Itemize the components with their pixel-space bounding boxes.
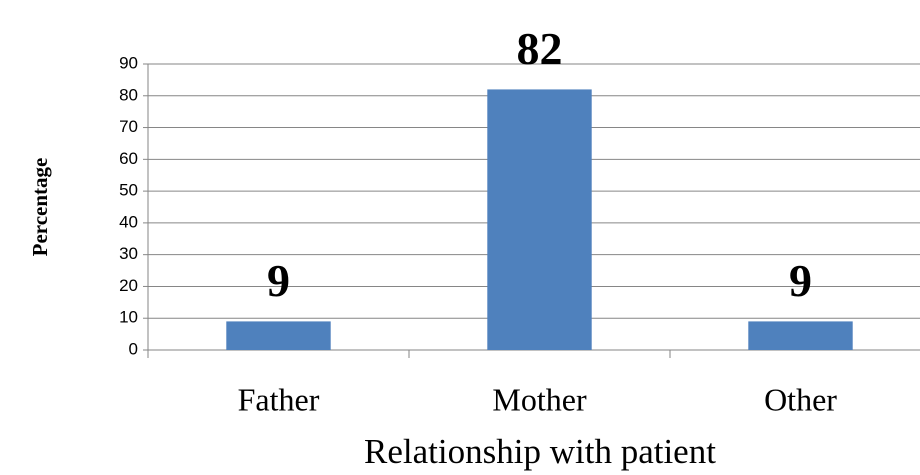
bar <box>487 89 592 350</box>
x-tick-label: Father <box>238 381 320 417</box>
y-tick-label: 90 <box>119 53 138 72</box>
bar <box>226 321 331 350</box>
x-tick-label: Other <box>764 381 837 417</box>
y-tick-label: 20 <box>119 276 138 295</box>
bar <box>748 321 853 350</box>
x-tick-label: Mother <box>492 381 587 417</box>
x-axis-label: Relationship with patient <box>364 432 716 471</box>
y-tick-label: 0 <box>129 339 138 358</box>
data-label: 9 <box>789 255 812 306</box>
y-tick-label: 30 <box>119 244 138 263</box>
y-tick-label: 70 <box>119 117 138 136</box>
y-tick-label: 60 <box>119 149 138 168</box>
y-axis-label: Percentage <box>28 158 52 257</box>
y-tick-label: 50 <box>119 181 138 200</box>
data-label: 82 <box>517 23 563 74</box>
y-tick-label: 40 <box>119 212 138 231</box>
y-tick-label: 10 <box>119 308 138 327</box>
y-tick-label: 80 <box>119 85 138 104</box>
data-label: 9 <box>267 255 290 306</box>
